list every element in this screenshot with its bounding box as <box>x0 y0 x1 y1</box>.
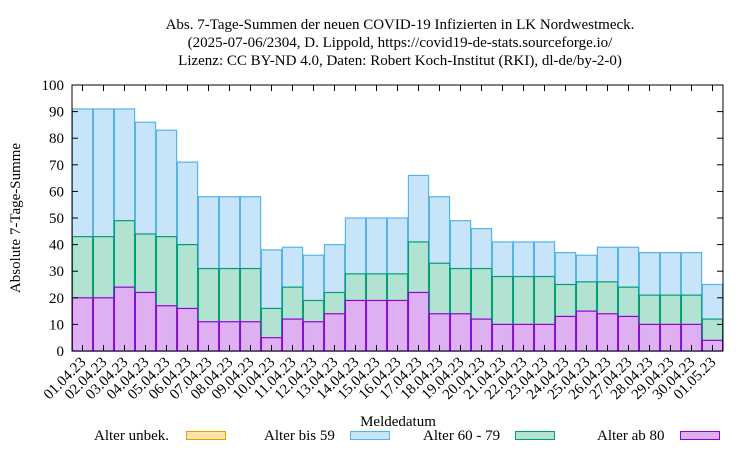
bar-3-06.04.23 <box>176 307 199 352</box>
y-tick-label: 100 <box>42 78 65 94</box>
legend-label-unknown: Alter unbek. <box>94 428 169 444</box>
legend-swatch-over-80 <box>680 431 720 440</box>
y-tick-label: 10 <box>49 317 64 333</box>
bar-3-16.04.23 <box>386 299 409 352</box>
y-tick-label: 60 <box>49 184 64 200</box>
y-tick-label: 90 <box>49 105 64 121</box>
bar-3-03.04.23 <box>113 286 136 352</box>
y-tick-label: 70 <box>49 158 64 174</box>
bar-3-02.04.23 <box>92 297 115 352</box>
y-tick-label: 30 <box>49 264 64 280</box>
chart-title-line-3: Lizenz: CC BY-ND 4.0, Daten: Robert Koch… <box>178 53 622 69</box>
legend-label-under-59: Alter bis 59 <box>264 428 335 444</box>
y-tick-label: 0 <box>57 344 65 360</box>
legend-swatch-60-79 <box>515 431 555 440</box>
x-axis-label: Meldedatum <box>360 414 436 430</box>
bar-3-14.04.23 <box>344 299 367 352</box>
y-tick-label: 20 <box>49 291 64 307</box>
chart-title-line-2: (2025-07-06/2304, D. Lippold, https://co… <box>187 35 613 51</box>
bar-3-04.04.23 <box>134 291 157 352</box>
bar-3-17.04.23 <box>407 291 430 352</box>
y-tick-label: 50 <box>49 211 64 227</box>
y-tick-label: 40 <box>49 238 64 254</box>
legend-label-over-80: Alter ab 80 <box>597 428 665 444</box>
y-tick-label: 80 <box>49 131 64 147</box>
legend-swatch-under-59 <box>350 431 390 440</box>
legend-swatch-unknown <box>186 431 226 440</box>
bar-3-05.04.23 <box>155 305 178 352</box>
y-axis-label: Absolute 7-Tage-Summe <box>8 143 24 294</box>
legend-label-60-79: Alter 60 - 79 <box>423 428 501 444</box>
bar-3-15.04.23 <box>365 299 388 352</box>
chart-title-line-1: Abs. 7-Tage-Summen der neuen COVID-19 In… <box>165 17 635 33</box>
